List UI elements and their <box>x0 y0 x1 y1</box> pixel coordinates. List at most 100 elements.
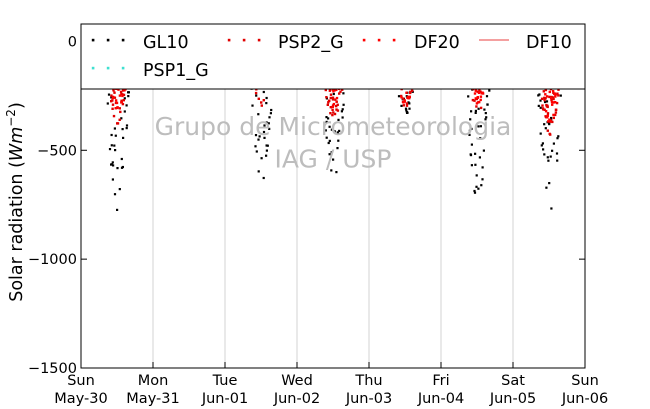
point-GL10 <box>328 125 331 128</box>
point-GL10 <box>474 163 477 166</box>
point-GL10 <box>265 96 268 100</box>
point-PSP2_G <box>116 122 120 125</box>
point-DF20 <box>115 101 119 105</box>
point-GL10 <box>468 133 471 136</box>
point-GL10 <box>330 151 333 154</box>
legend-marker-DF20 <box>362 38 366 42</box>
axes: 0−500−1000−1500SunMay-30MonMay-31TueJun-… <box>28 23 608 407</box>
point-PSP2_G <box>341 88 344 91</box>
point-GL10 <box>121 128 124 131</box>
point-PSP2_G <box>549 133 552 136</box>
point-PSP2_G <box>121 102 125 106</box>
point-GL10 <box>479 137 482 140</box>
point-GL10 <box>542 148 545 151</box>
legend-marker-GL10 <box>121 38 125 42</box>
point-GL10 <box>260 157 263 160</box>
point-PSP2_G <box>548 95 551 99</box>
point-PSP2_G <box>120 92 123 96</box>
point-GL10 <box>405 95 408 98</box>
point-GL10 <box>325 116 328 119</box>
point-GL10 <box>325 136 328 139</box>
point-GL10 <box>556 137 559 140</box>
point-GL10 <box>408 107 411 110</box>
point-GL10 <box>475 174 478 177</box>
point-PSP2_G <box>113 96 117 99</box>
point-GL10 <box>469 118 472 121</box>
point-GL10 <box>257 138 260 141</box>
x-tick-date-6: Jun-05 <box>489 391 536 407</box>
point-GL10 <box>327 141 330 145</box>
point-GL10 <box>114 134 117 137</box>
x-tick-day-5: Fri <box>432 373 449 389</box>
point-GL10 <box>254 134 258 137</box>
point-GL10 <box>270 108 273 112</box>
point-PSP2_G <box>331 98 335 101</box>
point-PSP2_G <box>118 107 121 110</box>
point-PSP2_G <box>410 89 414 92</box>
point-GL10 <box>255 94 258 97</box>
point-PSP2_G <box>331 113 334 117</box>
point-DF20 <box>117 88 120 91</box>
point-GL10 <box>330 169 333 172</box>
point-PSP2_G <box>479 90 482 93</box>
point-PSP2_G <box>329 106 332 109</box>
point-DF20 <box>554 95 557 98</box>
point-PSP2_G <box>544 115 547 118</box>
point-GL10 <box>127 95 130 98</box>
point-GL10 <box>257 170 260 173</box>
point-PSP2_G <box>405 102 409 105</box>
point-GL10 <box>479 125 482 128</box>
point-PSP2_G <box>541 107 545 110</box>
point-GL10 <box>473 189 476 193</box>
point-DF20 <box>546 114 549 117</box>
x-tick-day-1: Mon <box>138 373 169 389</box>
point-GL10 <box>123 97 126 100</box>
point-PSP2_G <box>113 91 116 94</box>
point-GL10 <box>263 136 266 139</box>
point-GL10 <box>485 116 488 119</box>
point-PSP2_G <box>557 88 560 91</box>
point-PSP2_G <box>328 89 332 92</box>
point-GL10 <box>341 116 344 119</box>
point-GL10 <box>488 89 491 92</box>
point-GL10 <box>477 107 480 110</box>
point-DF20 <box>481 91 484 94</box>
point-DF20 <box>479 98 482 102</box>
y-axis-label-text: Solar radiation ( <box>7 161 27 302</box>
point-DF20 <box>407 96 410 100</box>
point-GL10 <box>470 127 473 130</box>
point-GL10 <box>111 178 114 181</box>
point-GL10 <box>342 103 345 106</box>
point-DF20 <box>332 102 336 106</box>
legend-label-DF10: DF10 <box>526 33 572 53</box>
point-PSP2_G <box>121 89 125 92</box>
legend-marker-GL10 <box>91 38 95 42</box>
point-DF20 <box>551 90 555 93</box>
point-PSP2_G <box>543 98 546 102</box>
point-DF20 <box>546 116 549 119</box>
point-PSP2_G <box>111 103 115 106</box>
point-PSP2_G <box>329 96 332 100</box>
legend-marker-PSP1_G <box>91 66 95 70</box>
point-GL10 <box>257 113 260 116</box>
point-GL10 <box>407 101 410 104</box>
point-GL10 <box>265 102 268 105</box>
point-DF20 <box>549 119 552 122</box>
x-tick-day-7: Sun <box>571 373 599 389</box>
point-PSP2_G <box>120 99 123 102</box>
point-GL10 <box>336 147 339 150</box>
point-PSP2_G <box>551 96 555 99</box>
point-GL10 <box>332 158 335 161</box>
x-tick-day-2: Tue <box>212 373 238 389</box>
point-GL10 <box>324 129 327 132</box>
point-GL10 <box>485 95 489 98</box>
point-GL10 <box>480 184 483 187</box>
legend-marker-PSP1_G <box>121 66 125 70</box>
point-GL10 <box>486 103 489 106</box>
point-GL10 <box>333 130 336 133</box>
legend-marker-PSP2_G <box>227 38 231 42</box>
point-PSP2_G <box>552 97 555 101</box>
point-DF20 <box>407 95 410 98</box>
legend: GL10 PSP2_G DF20 DF10 PSP1_G <box>80 23 586 90</box>
point-GL10 <box>262 90 265 94</box>
